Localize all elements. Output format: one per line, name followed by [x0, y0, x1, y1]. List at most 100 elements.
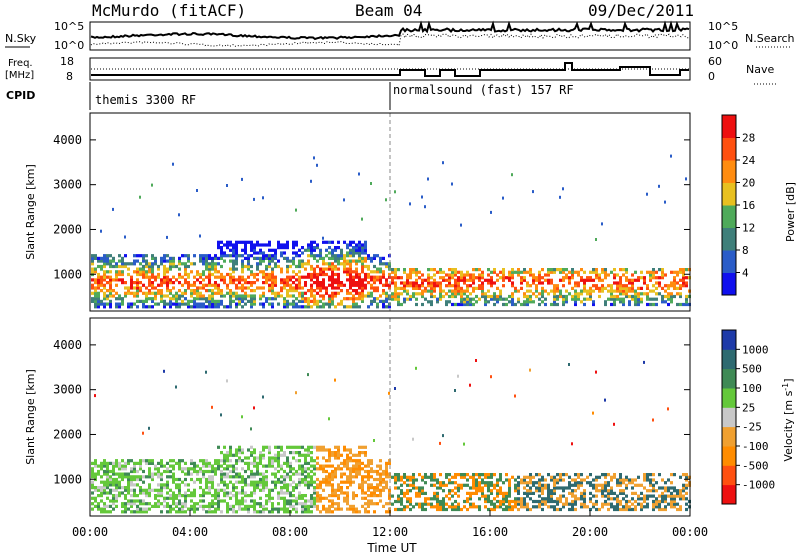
data-cell — [229, 272, 232, 277]
data-cell — [463, 273, 466, 277]
scatter-cell — [358, 172, 360, 176]
data-cell — [331, 297, 334, 301]
data-cell — [373, 270, 376, 274]
data-cell — [568, 481, 571, 485]
data-cell — [157, 289, 160, 293]
data-cell — [232, 248, 235, 252]
data-cell — [307, 248, 310, 252]
data-cell — [664, 505, 667, 509]
data-cell — [259, 259, 262, 263]
data-cell — [412, 481, 415, 485]
data-cell — [379, 259, 382, 263]
data-cell — [529, 297, 532, 301]
data-cell — [535, 284, 538, 288]
data-cell — [478, 284, 481, 288]
data-cell — [502, 273, 505, 277]
data-cell — [424, 278, 427, 282]
data-cell — [334, 272, 337, 277]
data-cell — [649, 483, 652, 487]
data-cell — [181, 494, 184, 498]
power-colorbar-tick-label: 8 — [742, 244, 749, 257]
data-cell — [637, 497, 640, 501]
data-cell — [529, 300, 532, 304]
data-cell — [118, 486, 121, 490]
data-cell — [214, 291, 217, 295]
data-cell — [208, 491, 211, 495]
data-cell — [538, 273, 541, 277]
data-cell — [235, 294, 238, 298]
data-cell — [289, 294, 292, 298]
data-cell — [283, 502, 286, 506]
data-cell — [499, 499, 502, 504]
scatter-cell — [394, 190, 396, 194]
data-cell — [655, 276, 658, 280]
data-cell — [337, 486, 340, 490]
scatter-cell — [370, 182, 372, 185]
data-cell — [544, 289, 547, 293]
data-cell — [268, 240, 271, 244]
data-cell — [355, 283, 358, 287]
data-cell — [415, 302, 418, 307]
data-cell — [331, 275, 334, 279]
data-cell — [679, 494, 682, 498]
data-cell — [331, 254, 334, 258]
data-cell — [319, 448, 322, 452]
data-cell — [100, 499, 103, 503]
data-cell — [139, 299, 142, 303]
data-cell — [127, 267, 130, 271]
data-cell — [574, 502, 577, 506]
data-cell — [148, 278, 151, 282]
data-cell — [145, 262, 148, 266]
data-cell — [217, 488, 220, 492]
data-cell — [136, 475, 139, 479]
data-cell — [148, 507, 151, 511]
data-cell — [523, 292, 526, 296]
data-cell — [106, 281, 109, 285]
data-cell — [109, 488, 112, 492]
data-cell — [310, 459, 313, 463]
data-cell — [334, 256, 337, 260]
data-cell — [310, 502, 313, 506]
data-cell — [316, 477, 319, 482]
data-cell — [154, 496, 157, 500]
data-cell — [109, 264, 112, 269]
data-cell — [439, 294, 442, 299]
data-cell — [160, 291, 163, 295]
data-cell — [421, 294, 424, 299]
data-cell — [211, 299, 214, 303]
data-cell — [280, 480, 283, 484]
data-cell — [262, 256, 265, 260]
data-cell — [670, 300, 673, 304]
data-cell — [187, 472, 190, 476]
data-cell — [397, 286, 400, 290]
data-cell — [463, 473, 466, 477]
data-cell — [250, 283, 253, 287]
data-cell — [205, 262, 208, 266]
data-cell — [232, 299, 235, 303]
data-cell — [241, 507, 244, 511]
data-cell — [655, 489, 658, 493]
data-cell — [652, 297, 655, 301]
data-cell — [121, 510, 124, 514]
data-cell — [556, 294, 559, 299]
data-cell — [451, 270, 454, 274]
data-cell — [400, 507, 403, 512]
data-cell — [340, 453, 343, 457]
data-cell — [202, 507, 205, 511]
data-cell — [415, 284, 418, 288]
data-cell — [145, 510, 148, 514]
data-cell — [337, 267, 340, 271]
data-cell — [229, 469, 232, 474]
data-cell — [679, 491, 682, 495]
scatter-cell — [241, 415, 243, 419]
data-cell — [529, 289, 532, 293]
data-cell — [232, 510, 235, 514]
data-cell — [229, 464, 232, 468]
data-cell — [655, 302, 658, 307]
data-cell — [511, 270, 514, 274]
data-cell — [331, 291, 334, 295]
data-cell — [121, 302, 124, 306]
data-cell — [514, 483, 517, 487]
data-cell — [442, 270, 445, 274]
data-cell — [328, 251, 331, 255]
